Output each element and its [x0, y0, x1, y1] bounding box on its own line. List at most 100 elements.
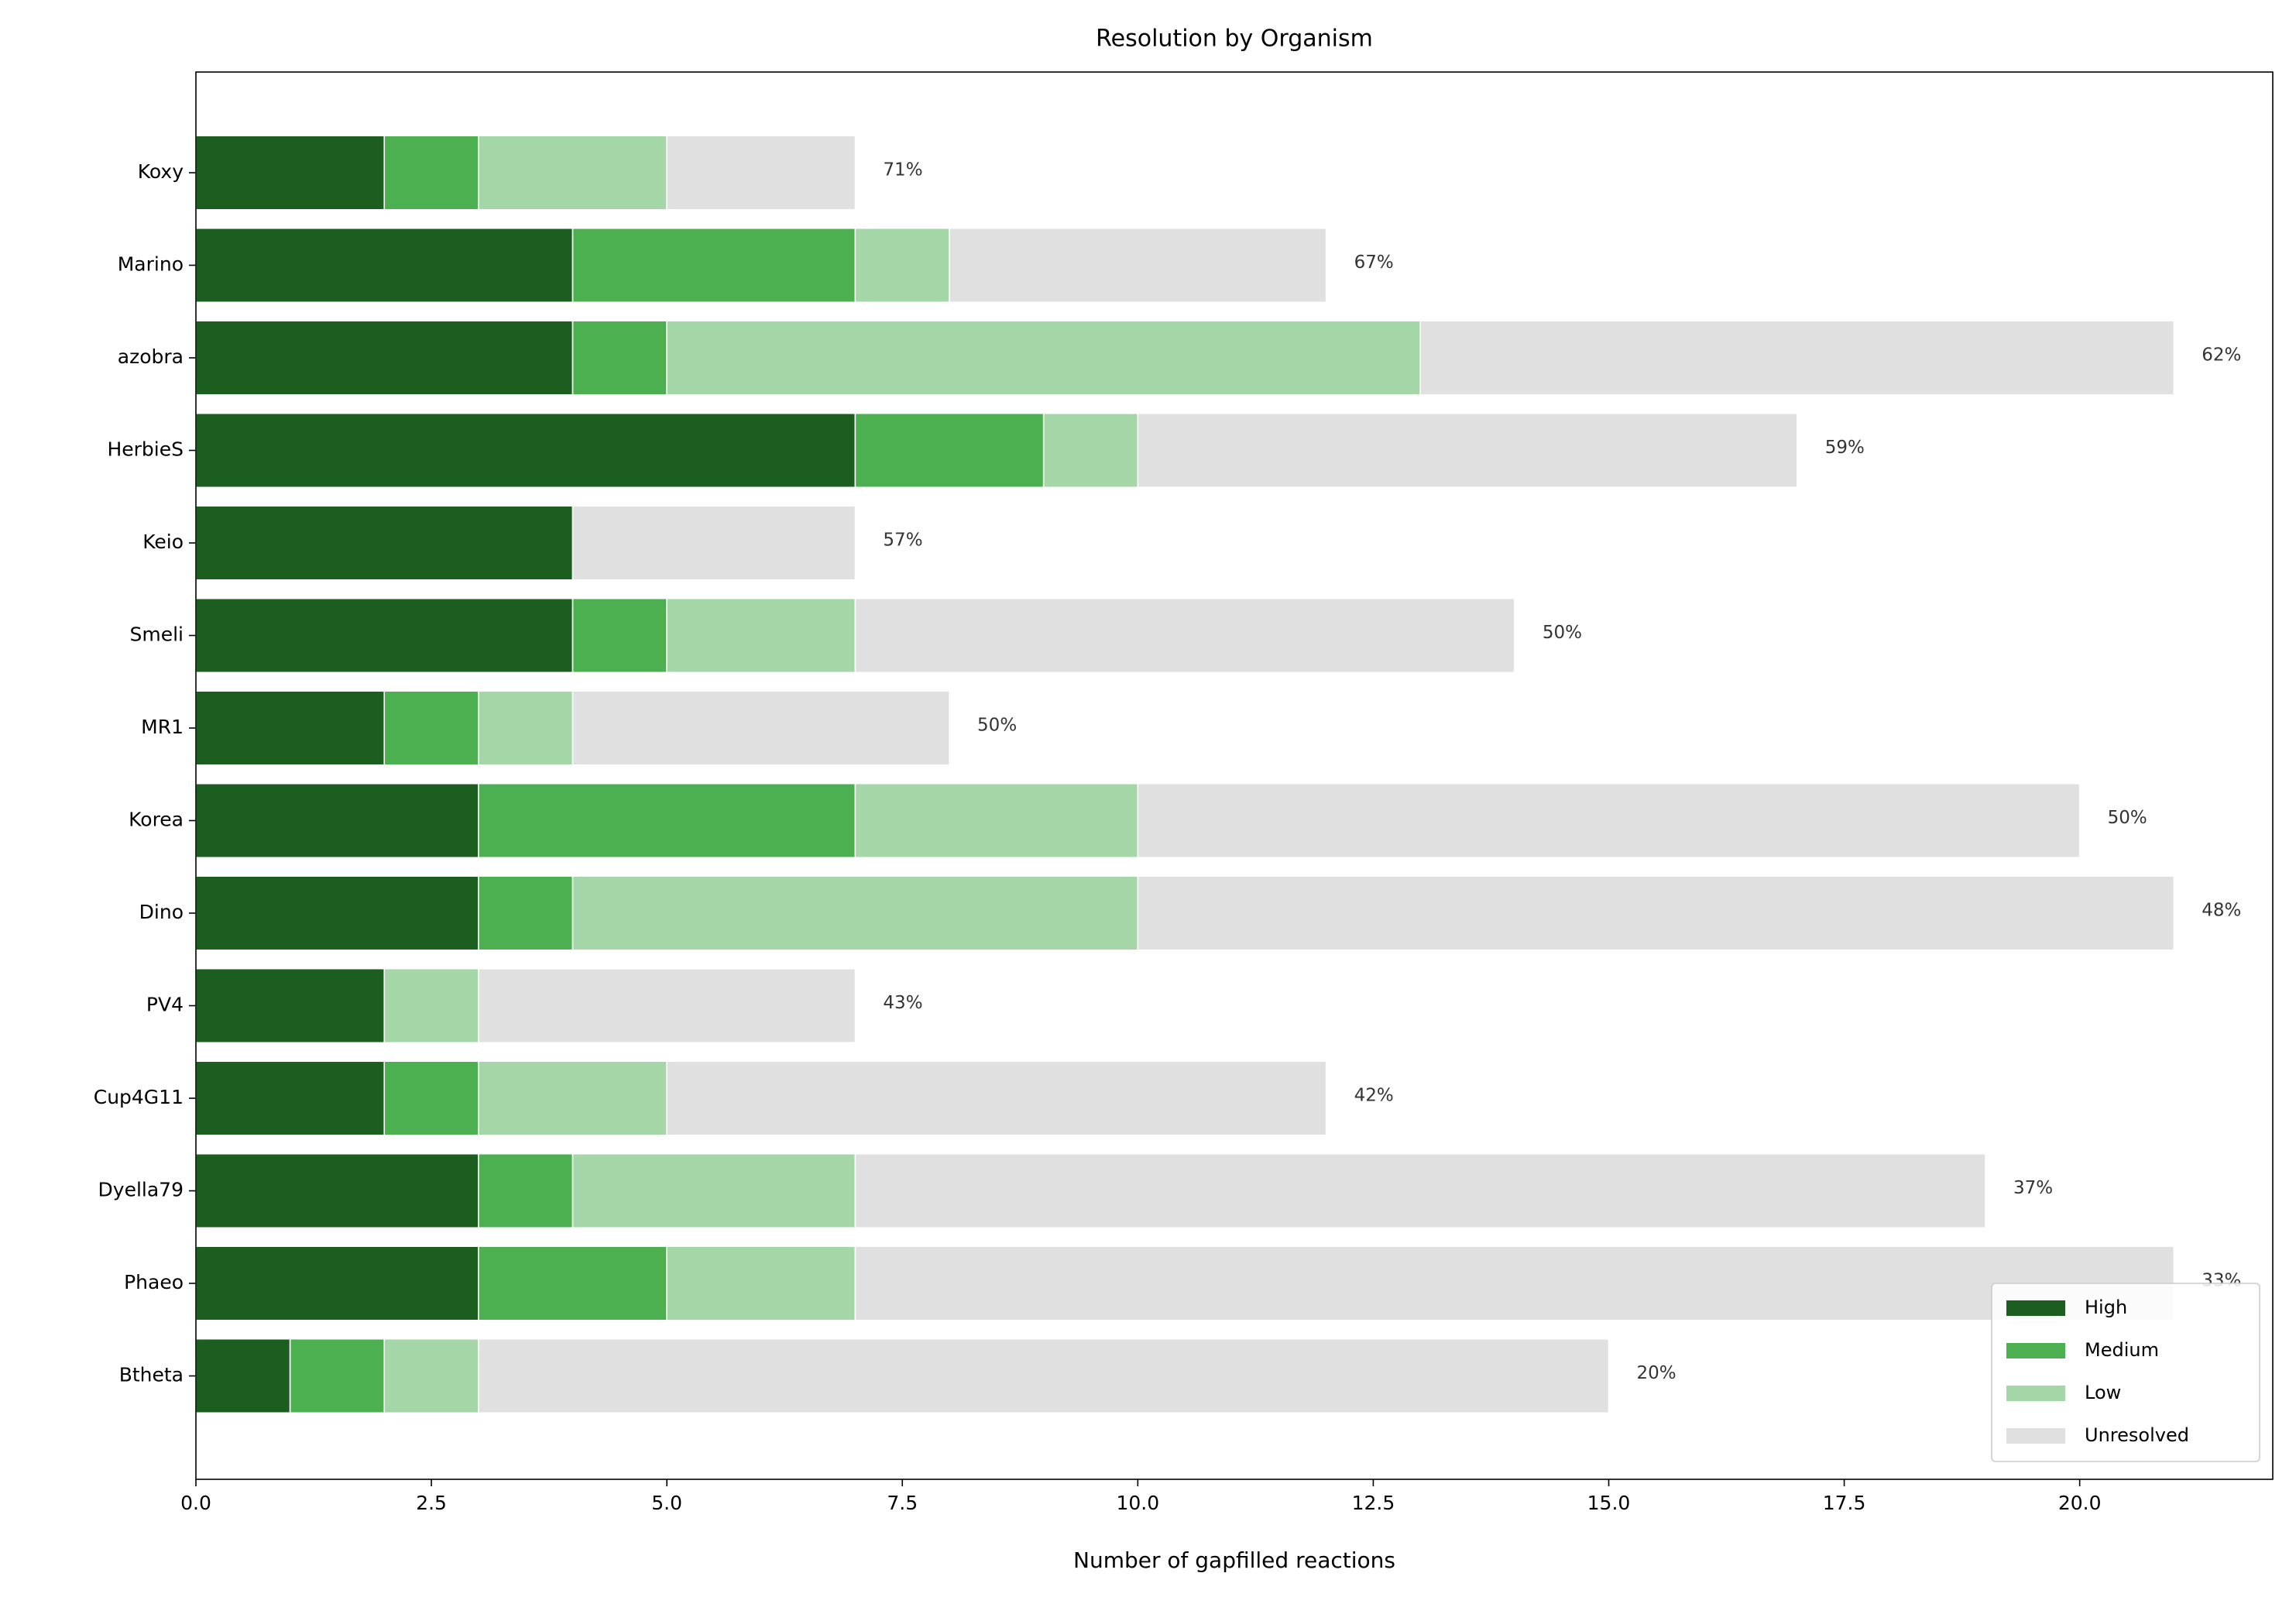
percent-label: 20%: [1636, 1363, 1676, 1383]
y-tick-label: Phaeo: [124, 1271, 184, 1293]
bar-segment: [854, 1152, 1986, 1229]
x-tick-label: 7.5: [887, 1492, 918, 1514]
axes-frame: [195, 71, 2274, 1480]
bar-segment: [383, 1060, 479, 1136]
bar-segment: [1137, 875, 2175, 951]
bar-segment: [854, 1245, 2175, 1321]
bar-segment: [195, 1245, 479, 1321]
bar-segment: [571, 875, 1139, 951]
x-tick-label: 0.0: [180, 1492, 211, 1514]
bar-segment: [666, 1245, 856, 1321]
y-tick-label: PV4: [146, 994, 184, 1016]
y-tick-label: Korea: [129, 809, 184, 831]
bar-segment: [478, 135, 668, 211]
bar-segment: [478, 782, 856, 859]
y-tick-label: HerbieS: [107, 438, 184, 461]
bar-segment: [478, 875, 574, 951]
percent-label: 42%: [1354, 1086, 1394, 1106]
bar-segment: [1137, 412, 1798, 489]
percent-label: 57%: [883, 531, 922, 551]
y-tick-label: Marino: [118, 253, 184, 276]
y-tick-label: Keio: [142, 531, 184, 553]
bar-segment: [854, 782, 1139, 859]
bar-segment: [478, 1152, 574, 1229]
bar-segment: [571, 505, 856, 581]
x-tick-label: 2.5: [416, 1492, 447, 1514]
y-tick-label: Dyella79: [98, 1179, 184, 1201]
legend-label: High: [2085, 1297, 2127, 1318]
percent-label: 37%: [2013, 1178, 2053, 1198]
percent-label: 50%: [1543, 623, 1582, 643]
percent-label: 59%: [1825, 438, 1865, 458]
bar-segment: [478, 967, 856, 1044]
y-tick-label: Btheta: [119, 1364, 184, 1386]
percent-label: 50%: [2108, 808, 2147, 828]
legend-swatch: [2006, 1343, 2065, 1358]
bar-segment: [1137, 782, 2081, 859]
percent-label: 50%: [977, 716, 1017, 736]
bar-segment: [195, 597, 574, 674]
y-tick-label: MR1: [141, 716, 184, 738]
y-tick-label: Smeli: [130, 623, 184, 646]
bar-segment: [1042, 412, 1139, 489]
legend-label: Unresolved: [2085, 1424, 2189, 1446]
bar-segment: [571, 690, 950, 766]
y-tick-label: Koxy: [138, 160, 184, 183]
bar-segment: [571, 597, 668, 674]
bar-segment: [195, 505, 574, 581]
bar-segment: [195, 135, 386, 211]
bar-segment: [383, 1338, 479, 1414]
bar-segment: [854, 227, 950, 304]
percent-label: 43%: [883, 993, 922, 1013]
bar-segment: [383, 135, 479, 211]
bar-segment: [383, 690, 479, 766]
percent-label: 62%: [2202, 345, 2241, 366]
bar-segment: [195, 320, 574, 396]
legend-label: Low: [2085, 1382, 2121, 1403]
y-tick-label: Cup4G11: [94, 1086, 184, 1108]
bar-segment: [854, 412, 1045, 489]
bar-segment: [666, 135, 856, 211]
bar-segment: [195, 1338, 291, 1414]
y-tick-label: azobra: [118, 345, 184, 368]
bar-segment: [195, 412, 856, 489]
legend-box: [1991, 1283, 2260, 1462]
bar-segment: [666, 1060, 1327, 1136]
bar-segment: [195, 1060, 386, 1136]
legend-swatch: [2006, 1428, 2065, 1444]
chart-title: Resolution by Organism: [1096, 26, 1373, 53]
bar-segment: [1419, 320, 2175, 396]
x-tick-label: 12.5: [1352, 1492, 1395, 1514]
bar-segment: [666, 320, 1422, 396]
bar-segment: [478, 1245, 668, 1321]
x-tick-label: 15.0: [1587, 1492, 1631, 1514]
x-tick-label: 10.0: [1116, 1492, 1159, 1514]
bar-segment: [666, 597, 856, 674]
bar-segment: [478, 690, 574, 766]
percent-label: 48%: [2202, 901, 2241, 921]
bar-segment: [195, 1152, 479, 1229]
bar-segment: [854, 597, 1515, 674]
bar-segment: [195, 967, 386, 1044]
y-tick-label: Dino: [139, 901, 184, 923]
bar-segment: [571, 227, 856, 304]
x-tick-label: 17.5: [1823, 1492, 1866, 1514]
bar-segment: [478, 1060, 668, 1136]
bar-segment: [571, 1152, 856, 1229]
bar-segment: [571, 320, 668, 396]
legend-label: Medium: [2085, 1339, 2159, 1361]
bar-segment: [383, 967, 479, 1044]
bar-segment: [195, 227, 574, 304]
legend-swatch: [2006, 1300, 2065, 1316]
x-axis-label: Number of gapfilled reactions: [1073, 1547, 1395, 1573]
percent-label: 67%: [1354, 252, 1394, 273]
x-tick-label: 5.0: [651, 1492, 682, 1514]
bar-segment: [478, 1338, 1610, 1414]
bar-segment: [195, 782, 479, 859]
bar-segment: [195, 875, 479, 951]
percent-label: 71%: [883, 160, 922, 180]
legend-swatch: [2006, 1386, 2065, 1401]
bar-segment: [949, 227, 1327, 304]
bar-segment: [289, 1338, 386, 1414]
